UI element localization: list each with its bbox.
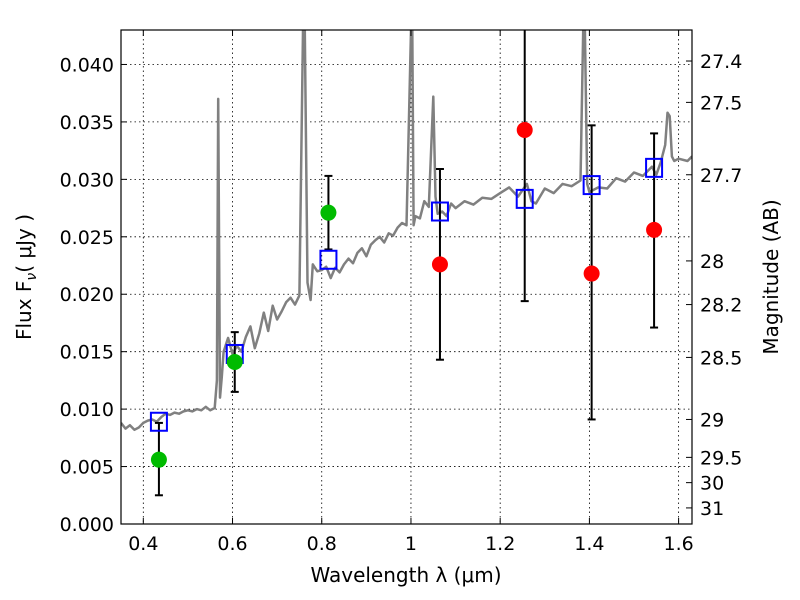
x-tick-label: 0.4: [128, 533, 158, 555]
y2-tick-label: 28.2: [700, 295, 742, 317]
photometry-point: [150, 451, 167, 468]
photometry-point: [646, 221, 663, 238]
model-square-point: [430, 201, 449, 222]
y-axis-label-sub: ν: [24, 273, 40, 281]
y-tick-label: 0.030: [60, 169, 114, 191]
y2-tick-label: 30: [700, 473, 724, 495]
data-layer: [121, 30, 692, 497]
axis-layer: 0.4 0.6 0.8 1 1.2 1.4 1.6 0.000 0.005 0.010 0.015 0…: [60, 30, 742, 555]
y-tick-label: 0.000: [60, 514, 114, 536]
photometry-point: [226, 354, 243, 371]
x-tick-label: 1.2: [485, 533, 515, 555]
y-tick-label: 0.015: [60, 342, 114, 364]
x-tick-label: 1.6: [664, 533, 694, 555]
y-axis-label: Flux Fν( μJy ): [12, 214, 40, 340]
y-axis-label-unit: ( μJy ): [12, 214, 36, 273]
y-axis-label-main: Flux F: [12, 281, 36, 340]
y2-tick-label: 27.4: [700, 51, 742, 73]
y2-tick-label: 28: [700, 251, 724, 273]
y-tick-label: 0.020: [60, 284, 114, 306]
model-square-point: [645, 157, 664, 178]
model-square-point: [319, 249, 338, 270]
y2-tick-label: 29: [700, 409, 724, 431]
x-axis-label: Wavelength λ (μm): [310, 563, 501, 587]
model-square-point: [515, 188, 534, 209]
photometry-point: [431, 256, 448, 273]
x-tick-label: 0.8: [307, 533, 337, 555]
y2-tick-label: 27.5: [700, 92, 742, 114]
y-tick-label: 0.025: [60, 227, 114, 249]
y2-tick-label: 29.5: [700, 447, 742, 469]
plot-frame: [120, 29, 693, 525]
y-tick-label: 0.005: [60, 457, 114, 479]
model-square-point: [582, 175, 601, 196]
photometry-point: [516, 121, 533, 138]
spectrum-line: [121, 30, 692, 432]
grid-layer: [121, 30, 692, 525]
y-tick-label: 0.035: [60, 112, 114, 134]
x-tick-label: 0.6: [217, 533, 247, 555]
y2-tick-label: 27.7: [700, 165, 742, 187]
photometry-point: [320, 204, 337, 221]
y-tick-label: 0.010: [60, 399, 114, 421]
model-square-point: [149, 411, 168, 432]
x-tick-label: 1: [405, 533, 417, 555]
y2-axis-label: Magnitude (AB): [759, 199, 783, 354]
y2-tick-label: 28.5: [700, 347, 742, 369]
x-tick-label: 1.4: [574, 533, 604, 555]
y-tick-label: 0.040: [60, 54, 114, 76]
y2-tick-label: 31: [700, 498, 724, 520]
photometry-point: [583, 265, 600, 282]
